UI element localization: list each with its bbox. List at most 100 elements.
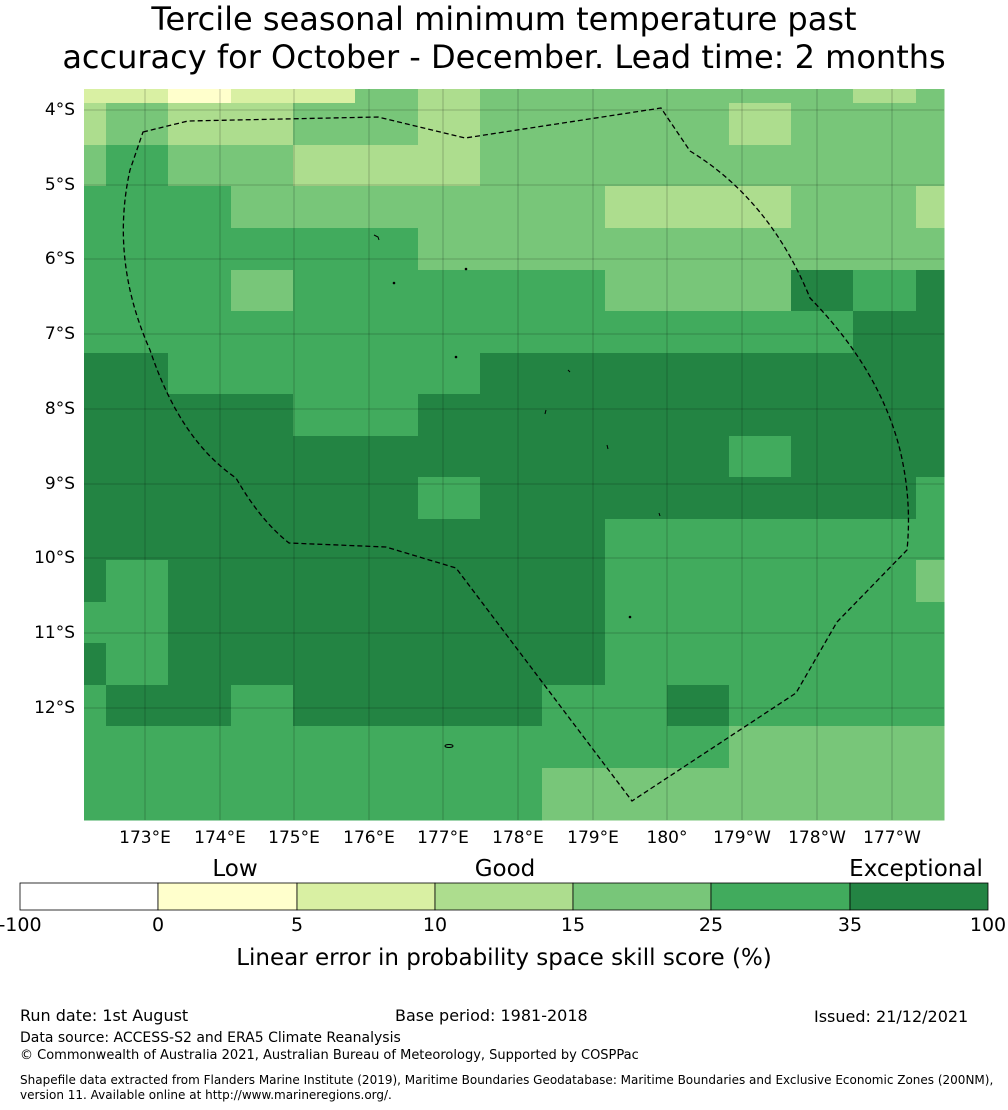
skill-cell [729, 353, 792, 395]
skill-cell [106, 89, 169, 104]
skill-cell [106, 726, 169, 769]
skill-cell [916, 270, 945, 312]
skill-cell [418, 103, 481, 146]
skill-cell [84, 519, 107, 561]
skill-cell [853, 726, 917, 769]
skill-cell [791, 436, 854, 478]
skill-cell [729, 477, 792, 520]
skill-cell [293, 685, 356, 727]
skill-cell [293, 477, 356, 520]
skill-cell [231, 186, 294, 229]
skill-cell [853, 602, 917, 644]
skill-cell [106, 145, 169, 187]
skill-cell [84, 353, 107, 395]
skill-cell [168, 228, 232, 271]
skill-cell [480, 685, 543, 727]
skill-cell [106, 186, 169, 229]
skill-cell [418, 89, 481, 104]
skill-cell [480, 394, 543, 437]
island-g [606, 444, 609, 450]
skill-cell [355, 394, 419, 437]
skill-cell [916, 89, 945, 104]
skill-cell [605, 186, 668, 229]
skill-cell [418, 228, 481, 271]
skill-cell [667, 726, 730, 769]
shapefile-line-2: version 11. Available online at http://w… [20, 1088, 392, 1102]
skill-cell [231, 602, 294, 644]
lon-label-179w: 179°W [713, 828, 771, 848]
island-c [464, 267, 468, 271]
data-source: Data source: ACCESS-S2 and ERA5 Climate … [20, 1030, 401, 1046]
skill-cell [853, 270, 917, 312]
skill-cell [355, 228, 419, 271]
skill-cell [231, 685, 294, 727]
skill-cell [542, 103, 606, 146]
island-i [628, 615, 632, 619]
skill-cell [84, 394, 107, 437]
skill-cell [84, 726, 107, 769]
skill-cell [729, 270, 792, 312]
skill-cell [853, 103, 917, 146]
skill-cell [418, 394, 481, 437]
skill-cell [293, 186, 356, 229]
skill-cell [231, 643, 294, 686]
lon-label-175e: 175°E [268, 828, 320, 848]
colorbar-segment [710, 882, 851, 911]
lat-label-8s: 8°S [44, 399, 75, 419]
skill-cell [355, 768, 419, 821]
skill-cell [605, 436, 668, 478]
skill-cell [605, 145, 668, 187]
skill-cell [542, 353, 606, 395]
skill-cell [231, 103, 294, 146]
skill-cell [231, 311, 294, 354]
skill-cell [542, 768, 606, 821]
skill-cell [106, 477, 169, 520]
skill-cell [168, 519, 232, 561]
colorbar-segment [572, 882, 712, 911]
skill-cell [480, 103, 543, 146]
skill-cell [791, 477, 854, 520]
lat-label-7s: 7°S [44, 324, 75, 344]
skill-cell [293, 726, 356, 769]
skill-cell [84, 643, 107, 686]
skill-cell [355, 145, 419, 187]
island-a [373, 234, 380, 241]
lat-label-10s: 10°S [34, 548, 75, 568]
skill-cell [168, 643, 232, 686]
skill-cell [853, 311, 917, 354]
skill-cell [168, 353, 232, 395]
island-j [444, 744, 454, 748]
skill-cell [667, 228, 730, 271]
issued-date: Issued: 21/12/2021 [814, 1007, 969, 1026]
skill-cell [542, 726, 606, 769]
skill-cell [418, 145, 481, 187]
category-good: Good [474, 856, 536, 882]
lat-label-6s: 6°S [44, 249, 75, 269]
skill-cell [605, 560, 668, 603]
skill-cell [106, 768, 169, 821]
skill-cell [667, 685, 730, 727]
skill-cell [418, 685, 481, 727]
skill-cell [729, 602, 792, 644]
skill-cell [791, 602, 854, 644]
skill-cell [480, 186, 543, 229]
map-title: Tercile seasonal minimum temperature pas… [0, 0, 1008, 76]
skill-cell [729, 726, 792, 769]
skill-cell [293, 270, 356, 312]
skill-cell [916, 643, 945, 686]
skill-cell [916, 228, 945, 271]
skill-cell [605, 270, 668, 312]
skill-cell [605, 726, 668, 769]
island-b [392, 281, 396, 285]
skill-cell [791, 89, 854, 104]
skill-cell [480, 353, 543, 395]
skill-cell [480, 643, 543, 686]
skill-cell [355, 602, 419, 644]
skill-cell [418, 768, 481, 821]
colorbar-segment [296, 882, 436, 911]
skill-cell [729, 89, 792, 104]
skill-cell [106, 560, 169, 603]
cb-tick-25: 25 [698, 914, 724, 936]
skill-cell [791, 186, 854, 229]
skill-cell [667, 89, 730, 104]
